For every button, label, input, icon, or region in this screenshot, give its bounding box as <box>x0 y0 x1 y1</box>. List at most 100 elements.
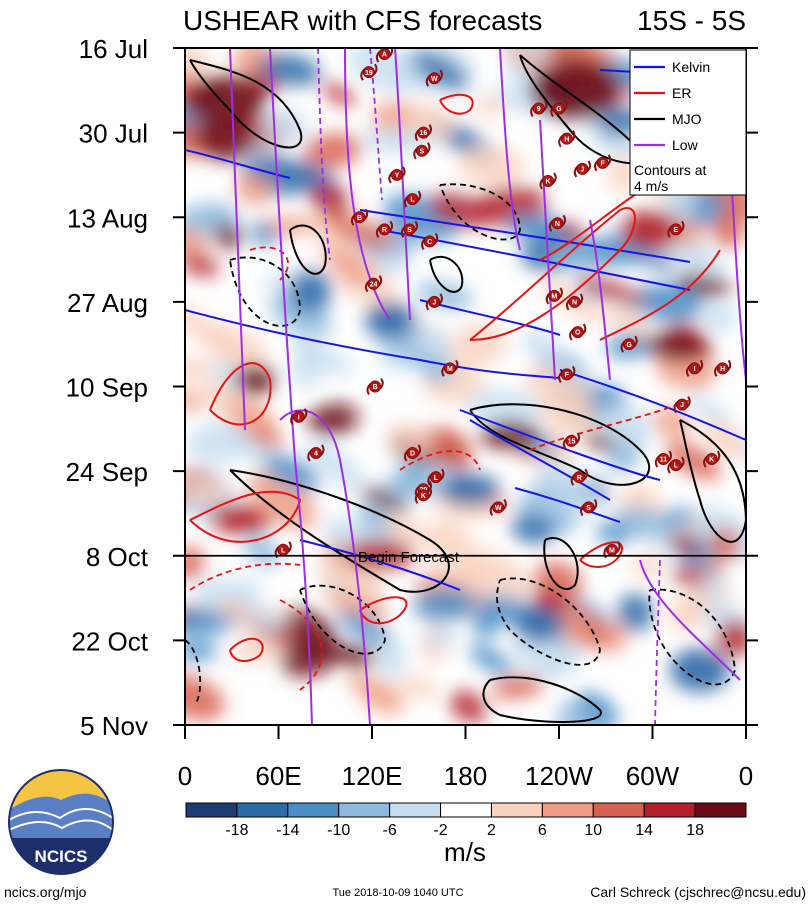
storm-label: F <box>600 160 605 167</box>
field-blob <box>708 528 741 561</box>
storm-marker: B <box>350 208 369 226</box>
field-blob <box>376 251 410 276</box>
colorbar-box <box>694 802 747 818</box>
field-blob <box>449 690 487 723</box>
field-blob <box>310 182 350 219</box>
colorbar-box <box>440 802 492 818</box>
field-blob <box>377 638 406 681</box>
field-blob <box>716 619 746 657</box>
storm-marker: F <box>594 154 612 172</box>
field-blob <box>596 520 631 546</box>
field-blob <box>511 630 581 676</box>
field-blob <box>206 324 267 372</box>
field-blob <box>227 400 276 431</box>
x-tick-label: 180 <box>444 761 487 791</box>
storm-marker: R <box>570 468 588 486</box>
storm-label: N <box>555 221 560 228</box>
storm-label: G <box>626 342 632 349</box>
storm-marker: B <box>366 377 384 396</box>
storm-label: I <box>298 414 300 421</box>
storm-label: O <box>575 330 581 337</box>
storm-marker: S <box>413 142 431 160</box>
colorbar-label: 2 <box>487 822 496 839</box>
storm-label: B <box>357 215 362 222</box>
storm-label: W <box>431 76 438 83</box>
field-blob <box>338 609 395 649</box>
storm-label: A <box>382 52 387 59</box>
field-blob <box>387 423 435 453</box>
storm-marker: G <box>550 99 568 118</box>
field-blob <box>524 365 594 415</box>
y-tick-label: 24 Sep <box>66 457 148 487</box>
field-blob <box>451 323 508 366</box>
storm-marker: A <box>375 48 394 63</box>
legend-note-line1: Contours at <box>634 162 706 178</box>
field-blob <box>186 422 251 464</box>
storm-label: D <box>410 451 415 458</box>
colorbar-unit: m/s <box>444 837 486 867</box>
field-blob <box>666 243 725 278</box>
field-blob <box>421 627 459 648</box>
footer-timestamp: Tue 2018-10-09 1040 UTC <box>332 887 463 899</box>
storm-marker: H <box>714 359 732 377</box>
storm-label: M <box>609 547 615 554</box>
field-core <box>185 75 265 125</box>
storm-label: J <box>580 166 584 173</box>
legend-label-low: Low <box>672 137 699 153</box>
field-blob <box>599 403 653 446</box>
storm-label: 15 <box>568 439 576 446</box>
field-blob <box>348 48 421 94</box>
colorbar-box <box>287 802 340 818</box>
field-blob <box>669 533 700 555</box>
field-blob <box>400 674 439 700</box>
field-blob <box>307 403 359 437</box>
storm-label: B <box>373 384 378 391</box>
storm-label: K <box>546 179 551 186</box>
storm-label: L <box>410 197 415 204</box>
storm-marker: G <box>620 335 638 353</box>
field-blob <box>522 328 558 359</box>
storm-marker: 9 <box>530 99 548 118</box>
field-blob <box>413 326 451 356</box>
storm-marker: 4 <box>307 444 325 462</box>
field-blob <box>360 486 409 513</box>
x-axis: 0 60E 120E 180 120W 60W 0 <box>178 725 753 791</box>
storm-label: M <box>551 293 557 300</box>
field-core <box>670 648 730 692</box>
field-blob <box>671 567 705 588</box>
x-tick-label: 0 <box>178 761 192 791</box>
colorbar-box <box>236 802 289 818</box>
storm-label: Y <box>395 173 400 180</box>
legend-label-er: ER <box>672 85 691 101</box>
field-blob <box>687 393 734 429</box>
storm-marker: L <box>403 190 422 208</box>
field-blob <box>326 216 397 249</box>
x-tick-label: 60E <box>255 761 301 791</box>
field-blob <box>213 223 243 249</box>
storm-label: C <box>427 239 432 246</box>
field-blob <box>459 547 531 599</box>
x-tick-label: 120E <box>342 761 403 791</box>
field-blob <box>185 674 225 721</box>
y-tick-label: 27 Aug <box>67 288 148 318</box>
storm-label: R <box>382 227 387 234</box>
storm-marker: M <box>603 541 621 559</box>
storm-label: 16 <box>420 130 428 137</box>
y-tick-label: 10 Sep <box>66 373 148 403</box>
begin-forecast-label: Begin Forecast <box>358 549 460 566</box>
logo-text: NCICS <box>35 847 88 866</box>
y-axis: 16 Jul 30 Jul 13 Aug 27 Aug 10 Sep 24 Sep 8 Oc… <box>66 34 758 741</box>
y-tick-label: 13 Aug <box>67 203 148 233</box>
field-blob <box>379 346 407 373</box>
storm-marker: I <box>685 359 704 377</box>
storm-marker: E <box>667 220 685 238</box>
field-blob <box>576 276 648 306</box>
field-blob <box>258 53 321 86</box>
field-blob <box>185 48 209 78</box>
storm-label: S <box>407 227 412 234</box>
colorbar-label: -6 <box>383 822 397 839</box>
storm-label: H <box>564 136 569 143</box>
y-tick-label: 8 Oct <box>86 542 149 572</box>
colorbar-box <box>592 802 645 818</box>
